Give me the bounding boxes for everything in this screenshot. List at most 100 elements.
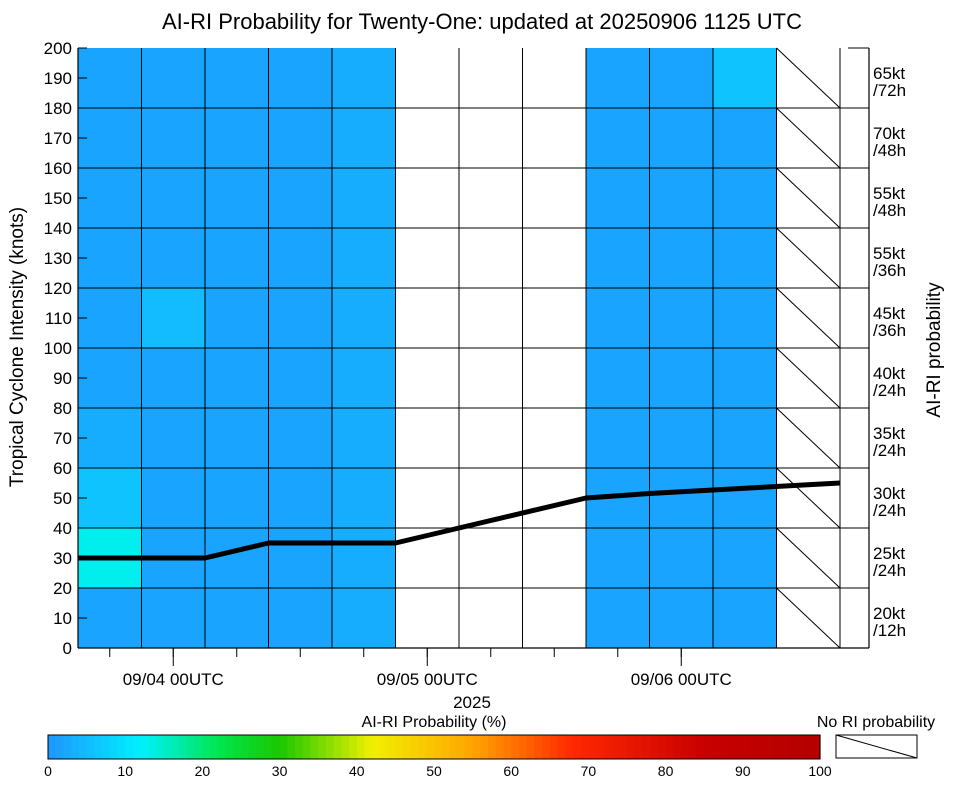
x-tick-label: 09/04 00UTC bbox=[123, 670, 224, 689]
colorbar-segment bbox=[719, 735, 728, 759]
no-ri-diagonal bbox=[776, 407, 841, 469]
row-label-window: /72h bbox=[873, 81, 906, 100]
no-ri-diagonal bbox=[776, 347, 841, 409]
x-tick-label: 09/05 00UTC bbox=[377, 670, 478, 689]
heatmap-cell bbox=[268, 588, 333, 649]
colorbar-tick-label: 30 bbox=[272, 763, 288, 779]
heatmap-cell bbox=[332, 228, 396, 289]
row-label-window: /36h bbox=[873, 321, 906, 340]
y-tick-label: 190 bbox=[44, 69, 72, 88]
colorbar-segment bbox=[565, 735, 574, 759]
heatmap-cell bbox=[141, 168, 206, 229]
colorbar-segment bbox=[773, 735, 782, 759]
heatmap-cell bbox=[78, 288, 142, 349]
no-ri-diagonal bbox=[776, 287, 841, 349]
intensity-line bbox=[78, 480, 841, 561]
no-ri-diagonal bbox=[776, 467, 841, 529]
colorbar-segment bbox=[156, 735, 165, 759]
colorbar-segment bbox=[742, 735, 752, 759]
heatmap-cells bbox=[78, 48, 777, 649]
row-label-threshold: 20kt bbox=[873, 604, 905, 623]
colorbar-segment bbox=[202, 735, 211, 759]
colorbar-segment bbox=[372, 735, 381, 759]
no-ri-diagonal bbox=[776, 587, 841, 649]
colorbar-segment bbox=[418, 735, 427, 759]
row-label-window: /36h bbox=[873, 261, 906, 280]
heatmap-cell bbox=[586, 108, 650, 169]
no-ri-cells bbox=[776, 47, 841, 649]
row-label-window: /48h bbox=[873, 201, 906, 220]
colorbar-segment bbox=[696, 735, 705, 759]
colorbar-segment bbox=[735, 735, 744, 759]
heatmap-cell bbox=[141, 288, 206, 349]
ri-row-labels: 20kt/12h25kt/24h30kt/24h35kt/24h40kt/24h… bbox=[848, 47, 906, 640]
colorbar-segment bbox=[750, 735, 759, 759]
colorbar-segment bbox=[534, 735, 543, 759]
row-label-threshold: 70kt bbox=[873, 124, 905, 143]
colorbar-tick-label: 10 bbox=[117, 763, 133, 779]
heatmap-cell bbox=[332, 168, 396, 229]
no-ri-legend-label: No RI probability bbox=[817, 714, 935, 731]
y-tick-label: 140 bbox=[44, 219, 72, 238]
chart-title: AI-RI Probability for Twenty-One: update… bbox=[162, 9, 802, 34]
heatmap-cell bbox=[141, 468, 206, 529]
colorbar-segment bbox=[364, 735, 373, 759]
y-tick-label: 160 bbox=[44, 159, 72, 178]
heatmap-cell bbox=[268, 168, 333, 229]
colorbar-segment bbox=[140, 735, 149, 759]
heatmap-cell bbox=[586, 168, 650, 229]
colorbar: 0 10 20 30 40 50 60 70 80 90 100 bbox=[44, 734, 832, 779]
colorbar-segment bbox=[711, 735, 721, 759]
row-label-threshold: 30kt bbox=[873, 484, 905, 503]
colorbar-segment bbox=[681, 735, 690, 759]
y-tick-label: 200 bbox=[44, 39, 72, 58]
colorbar-segment bbox=[441, 735, 451, 759]
colorbar-segment bbox=[325, 735, 335, 759]
colorbar-segment bbox=[727, 735, 736, 759]
colorbar-segment bbox=[542, 735, 551, 759]
heatmap-cell bbox=[332, 108, 396, 169]
colorbar-segment bbox=[86, 735, 95, 759]
colorbar-segment bbox=[233, 735, 242, 759]
colorbar-segment bbox=[71, 735, 80, 759]
heatmap-cell bbox=[141, 408, 206, 469]
heatmap-cell bbox=[78, 228, 142, 289]
heatmap-cell bbox=[268, 468, 333, 529]
heatmap-cell bbox=[713, 528, 777, 589]
y-axis-ticks: 0 10 20 30 40 50 60 70 80 90 100 110 120 130 140 150 160… bbox=[44, 39, 87, 658]
y-tick-label: 120 bbox=[44, 279, 72, 298]
heatmap-cell bbox=[268, 288, 333, 349]
colorbar-segment bbox=[78, 735, 88, 759]
colorbar-segment bbox=[464, 735, 474, 759]
colorbar-segment bbox=[333, 735, 342, 759]
colorbar-segment bbox=[295, 735, 304, 759]
colorbar-segment bbox=[765, 735, 775, 759]
heatmap-cell bbox=[205, 468, 269, 529]
heatmap-cell bbox=[586, 588, 650, 649]
row-label-threshold: 65kt bbox=[873, 64, 905, 83]
colorbar-frame bbox=[47, 734, 821, 760]
heatmap-cell bbox=[586, 528, 650, 589]
heatmap-cell bbox=[586, 228, 650, 289]
row-label-threshold: 45kt bbox=[873, 304, 905, 323]
colorbar-segment bbox=[480, 735, 489, 759]
colorbar-tick-label: 80 bbox=[658, 763, 674, 779]
colorbar-segment bbox=[132, 735, 142, 759]
heatmap-cell bbox=[649, 408, 714, 469]
colorbar-tick-label: 60 bbox=[503, 763, 519, 779]
colorbar-segment bbox=[94, 735, 103, 759]
heatmap-cell bbox=[268, 108, 333, 169]
y-tick-label: 130 bbox=[44, 249, 72, 268]
colorbar-segment bbox=[210, 735, 219, 759]
colorbar-label: AI-RI Probability (%) bbox=[362, 714, 507, 731]
heatmap-cell bbox=[205, 348, 269, 409]
heatmap-cell bbox=[78, 168, 142, 229]
colorbar-segment bbox=[349, 735, 358, 759]
row-label-threshold: 40kt bbox=[873, 364, 905, 383]
colorbar-segment bbox=[125, 735, 134, 759]
heatmap-cell bbox=[205, 108, 269, 169]
colorbar-segment bbox=[449, 735, 458, 759]
right-axis-label: AI-RI probability bbox=[924, 282, 945, 418]
colorbar-segment bbox=[287, 735, 296, 759]
